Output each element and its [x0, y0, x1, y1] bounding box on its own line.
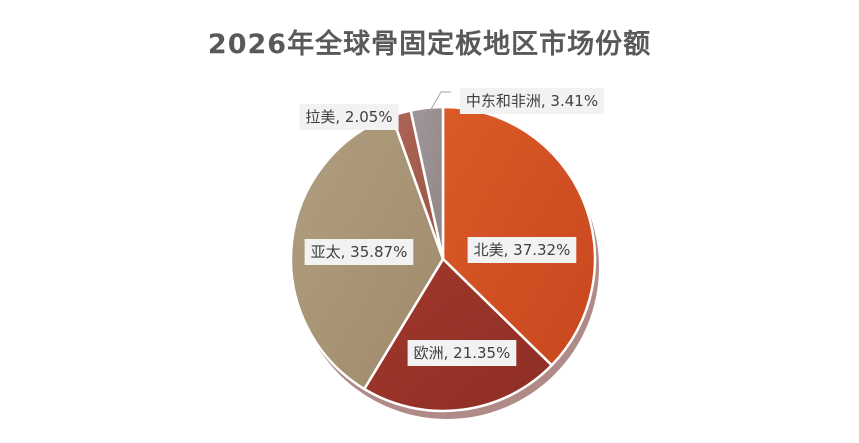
- data-label-box-4: [459, 88, 605, 114]
- pie-slice-4: [409, 105, 445, 260]
- pie-leader-lines: [429, 91, 451, 112]
- data-label-1: 欧洲, 21.35%: [414, 344, 511, 362]
- leader-line-4: [429, 91, 451, 112]
- chart-title: 2026年全球骨固定板地区市场份额: [207, 29, 652, 60]
- data-label-4: 中东和非洲, 3.41%: [466, 92, 598, 110]
- pie-slice-1: [362, 257, 554, 413]
- data-label-0: 北美, 37.32%: [474, 241, 571, 259]
- data-label-box-1: [407, 340, 517, 366]
- data-label-box-3: [299, 104, 399, 130]
- data-label-box-2: [304, 239, 414, 265]
- data-label-3: 拉美, 2.05%: [305, 108, 392, 126]
- data-label-2: 亚太, 35.87%: [311, 243, 408, 261]
- pie-data-labels: 北美, 37.32% 欧洲, 21.35% 亚太, 35.87% 拉美, 2.05% 中…: [299, 88, 605, 366]
- data-label-box-0: [467, 237, 577, 263]
